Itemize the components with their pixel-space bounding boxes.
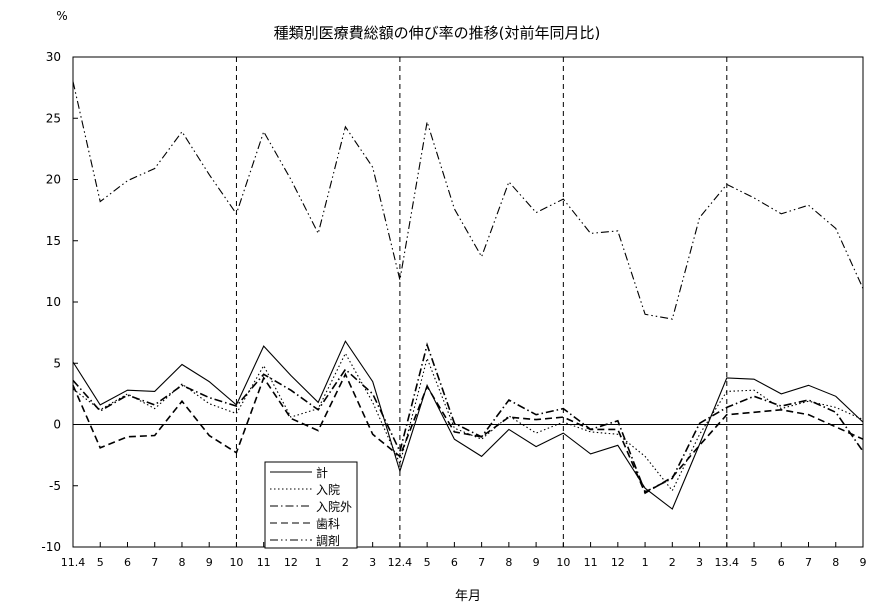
x-tick-label: 11.4 bbox=[61, 556, 86, 569]
x-tick-label: 8 bbox=[505, 556, 512, 569]
x-tick-label: 5 bbox=[424, 556, 431, 569]
y-tick-label: -10 bbox=[41, 540, 61, 554]
x-tick-label: 9 bbox=[860, 556, 867, 569]
plot-frame bbox=[72, 56, 864, 548]
y-tick-label: 10 bbox=[46, 295, 61, 309]
legend-label: 入院 bbox=[316, 483, 340, 497]
legend-label: 計 bbox=[316, 465, 328, 480]
x-tick-label: 13.4 bbox=[715, 556, 740, 569]
x-tick-label: 11 bbox=[257, 556, 271, 569]
x-tick-label: 1 bbox=[315, 556, 322, 569]
x-tick-label: 12 bbox=[284, 556, 298, 569]
chart-title: 種類別医療費総額の伸び率の推移(対前年同月比) bbox=[274, 24, 601, 42]
x-tick-label: 3 bbox=[369, 556, 376, 569]
legend-label: 調剤 bbox=[316, 533, 340, 548]
x-tick-label: 1 bbox=[642, 556, 649, 569]
y-axis-ticks: -10 -5 0 5 10 15 20 25 30 bbox=[41, 50, 78, 554]
y-tick-label: 15 bbox=[46, 234, 61, 248]
x-tick-label: 6 bbox=[451, 556, 458, 569]
x-tick-label: 10 bbox=[556, 556, 570, 569]
x-tick-label: 9 bbox=[206, 556, 213, 569]
y-tick-label: 30 bbox=[46, 50, 61, 64]
legend-label: 歯科 bbox=[316, 517, 340, 531]
legend-label: 入院外 bbox=[316, 500, 352, 514]
series-lines bbox=[72, 81, 864, 510]
x-tick-label: 7 bbox=[151, 556, 158, 569]
x-axis-ticks: 11.4 5 6 7 8 9 10 11 12 1 2 3 12.4 5 6 7 8 9 10 11 12 1 2 3 13.4… bbox=[61, 542, 867, 569]
x-tick-label: 8 bbox=[178, 556, 185, 569]
x-tick-label: 5 bbox=[751, 556, 758, 569]
y-axis-unit-label: % bbox=[56, 9, 67, 23]
x-tick-label: 11 bbox=[584, 556, 598, 569]
x-tick-label: 3 bbox=[696, 556, 703, 569]
x-tick-label: 2 bbox=[669, 556, 676, 569]
y-tick-label: 25 bbox=[46, 111, 61, 125]
series-line-1 bbox=[72, 340, 864, 510]
legend-box bbox=[264, 461, 358, 549]
x-tick-label: 8 bbox=[832, 556, 839, 569]
series-line-4 bbox=[72, 372, 864, 495]
y-tick-label: 0 bbox=[53, 418, 61, 432]
series-line-3 bbox=[72, 342, 864, 494]
x-tick-label: 12 bbox=[611, 556, 625, 569]
x-axis-label: 年月 bbox=[455, 589, 481, 604]
x-tick-label: 6 bbox=[124, 556, 131, 569]
x-tick-label: 2 bbox=[342, 556, 349, 569]
x-tick-label: 10 bbox=[229, 556, 243, 569]
x-tick-label: 5 bbox=[97, 556, 104, 569]
x-tick-label: 6 bbox=[778, 556, 785, 569]
series-line-2 bbox=[72, 352, 864, 492]
series-line-5 bbox=[72, 81, 864, 320]
y-tick-label: -5 bbox=[49, 479, 61, 493]
y-tick-label: 5 bbox=[53, 356, 61, 370]
x-tick-label: 7 bbox=[478, 556, 485, 569]
vertical-dashed-lines bbox=[235, 57, 728, 547]
y-tick-label: 20 bbox=[46, 173, 61, 187]
x-tick-label: 9 bbox=[533, 556, 540, 569]
x-tick-label: 7 bbox=[805, 556, 812, 569]
x-tick-label: 12.4 bbox=[388, 556, 413, 569]
